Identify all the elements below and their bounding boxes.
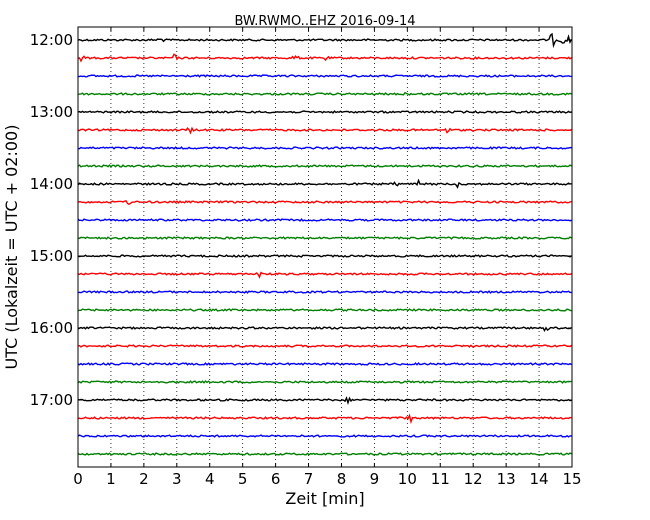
trace-line <box>77 271 572 279</box>
x-axis-label: Zeit [min] <box>285 489 364 508</box>
x-tick-label: 0 <box>73 470 83 488</box>
trace-line <box>77 178 572 189</box>
trace-line <box>77 236 572 240</box>
x-tick-label: 15 <box>562 470 581 488</box>
trace-line <box>77 91 572 96</box>
trace-line <box>77 218 572 222</box>
trace-line <box>77 434 572 438</box>
x-tick-label: 14 <box>530 470 549 488</box>
trace-line <box>77 200 572 206</box>
trace-line <box>77 308 572 312</box>
y-tick-label: 17:00 <box>30 391 73 409</box>
trace-line <box>77 362 572 366</box>
trace-line <box>77 126 572 135</box>
x-tick-label: 9 <box>370 470 380 488</box>
y-tick-label: 16:00 <box>30 319 73 337</box>
x-tick-label: 3 <box>172 470 182 488</box>
trace-line <box>77 344 572 348</box>
x-tick-label: 8 <box>337 470 347 488</box>
grid-lines <box>110 27 540 467</box>
x-tick-label: 10 <box>398 470 417 488</box>
x-tick-label: 2 <box>139 470 149 488</box>
seismogram-traces <box>77 32 573 456</box>
x-tick-label: 4 <box>205 470 215 488</box>
x-tick-label: 12 <box>464 470 483 488</box>
trace-line <box>77 32 573 49</box>
trace-line <box>77 413 572 425</box>
y-tick-label: 15:00 <box>30 247 73 265</box>
trace-line <box>77 396 572 405</box>
trace-line <box>77 146 572 150</box>
trace-line <box>77 326 572 333</box>
x-tick-label: 7 <box>304 470 314 488</box>
y-tick-label: 12:00 <box>30 31 73 49</box>
y-tick-label: 13:00 <box>30 103 73 121</box>
y-tick-label: 14:00 <box>30 175 73 193</box>
trace-line <box>77 254 572 258</box>
trace-line <box>77 290 572 294</box>
trace-line <box>77 74 572 78</box>
plot-frame <box>77 26 573 468</box>
x-tick-label: 6 <box>271 470 281 488</box>
trace-line <box>77 380 572 384</box>
trace-line <box>77 452 572 456</box>
trace-line <box>77 53 572 63</box>
x-tick-label: 11 <box>431 470 450 488</box>
x-tick-label: 5 <box>238 470 248 488</box>
x-axis-ticks: 0 1 2 3 4 5 6 7 8 9 10 11 12 13 14 15 <box>73 27 582 488</box>
x-tick-label: 1 <box>106 470 116 488</box>
y-axis-ticks: 12:00 13:00 14:00 15:00 16:00 17:00 <box>30 31 572 409</box>
trace-line <box>77 164 572 168</box>
chart-title: BW.RWMO..EHZ 2016-09-14 <box>234 14 415 29</box>
x-tick-label: 13 <box>497 470 516 488</box>
trace-line <box>77 110 572 114</box>
y-axis-label: UTC (Lokalzeit = UTC + 02:00) <box>2 125 21 370</box>
